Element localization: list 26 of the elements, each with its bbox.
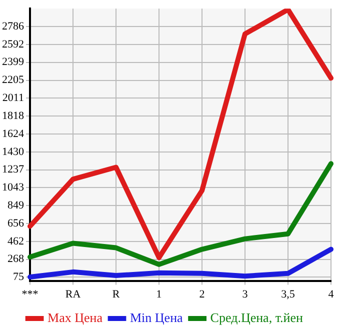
y-tick-label: 1430 — [2, 146, 24, 158]
y-tick-label: 2399 — [2, 56, 24, 68]
legend-label: Min Цена — [130, 310, 184, 325]
y-tick-label: 2205 — [2, 74, 24, 86]
y-tick-label: 1818 — [2, 110, 24, 122]
x-tick-label: R — [112, 288, 120, 300]
x-tick-label: 3 — [242, 288, 248, 300]
x-tick-label: 2 — [199, 288, 205, 300]
y-tick-label: 268 — [8, 253, 24, 266]
x-tick-label: RA — [65, 288, 81, 300]
y-tick-label: 2011 — [2, 92, 24, 104]
x-tick-label: 1 — [156, 288, 162, 300]
x-tick-label: *** — [22, 288, 38, 300]
y-tick-label: 75 — [13, 271, 24, 284]
x-tick-label: 3,5 — [281, 288, 296, 300]
legend-label: Сред.Цена, т.йен — [210, 310, 304, 325]
y-tick-label: 849 — [8, 200, 24, 212]
y-tick-label: 462 — [8, 235, 24, 248]
y-tick-label: 656 — [8, 217, 24, 230]
y-tick-label: 2592 — [2, 38, 24, 50]
y-tick-label: 2786 — [2, 20, 24, 32]
x-tick-label: 4 — [328, 288, 334, 300]
y-tick-label: 1043 — [2, 182, 24, 194]
legend-label: Max Цена — [48, 310, 103, 325]
y-tick-label: 1624 — [2, 128, 24, 140]
y-tick-label: 1237 — [2, 164, 24, 176]
